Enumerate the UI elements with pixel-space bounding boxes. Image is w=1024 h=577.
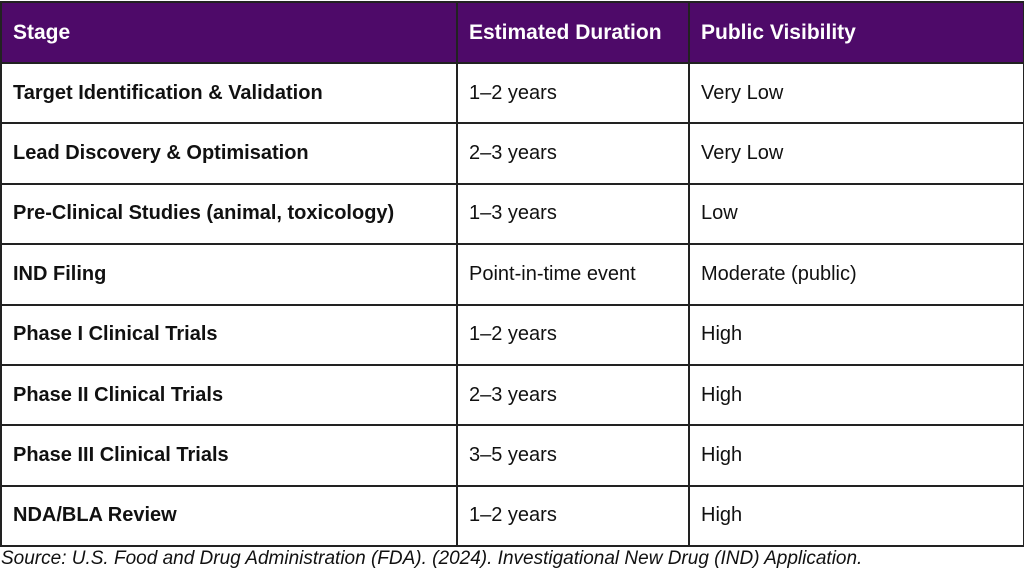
duration-cell: 2–3 years (456, 122, 690, 185)
visibility-cell: Moderate (public) (688, 243, 1024, 306)
table-row: Phase II Clinical Trials 2–3 years High (0, 363, 1024, 427)
table-body: Target Identification & Validation 1–2 y… (0, 61, 1024, 548)
duration-cell: 1–3 years (456, 182, 690, 246)
visibility-cell: Very Low (688, 122, 1024, 185)
duration-cell: 2–3 years (456, 363, 690, 427)
table-row: IND Filing Point-in-time event Moderate … (0, 243, 1024, 306)
table-row: Pre-Clinical Studies (animal, toxicology… (0, 182, 1024, 246)
drug-development-stages-table: Stage Estimated Duration Public Visibili… (0, 1, 1024, 548)
stage-cell: NDA/BLA Review (0, 484, 458, 548)
table-row: NDA/BLA Review 1–2 years High (0, 484, 1024, 548)
visibility-cell: High (688, 424, 1024, 487)
duration-cell: Point-in-time event (456, 243, 690, 306)
visibility-cell: High (688, 484, 1024, 548)
stage-cell: Target Identification & Validation (0, 61, 458, 125)
stage-cell: Phase II Clinical Trials (0, 363, 458, 427)
table-row: Target Identification & Validation 1–2 y… (0, 61, 1024, 125)
header-row: Stage Estimated Duration Public Visibili… (0, 1, 1024, 64)
table-row: Phase I Clinical Trials 1–2 years High (0, 303, 1024, 366)
duration-cell: 1–2 years (456, 484, 690, 548)
table-header: Stage Estimated Duration Public Visibili… (0, 1, 1024, 64)
header-stage: Stage (0, 1, 458, 64)
header-estimated-duration: Estimated Duration (456, 1, 690, 64)
stage-cell: IND Filing (0, 243, 458, 306)
visibility-cell: High (688, 303, 1024, 366)
stage-cell: Phase III Clinical Trials (0, 424, 458, 487)
duration-cell: 1–2 years (456, 61, 690, 125)
drug-development-table-container: Stage Estimated Duration Public Visibili… (0, 1, 1024, 548)
visibility-cell: Low (688, 182, 1024, 246)
stage-cell: Lead Discovery & Optimisation (0, 122, 458, 185)
stage-cell: Pre-Clinical Studies (animal, toxicology… (0, 182, 458, 246)
source-citation: Source: U.S. Food and Drug Administratio… (1, 548, 863, 569)
header-public-visibility: Public Visibility (688, 1, 1024, 64)
visibility-cell: High (688, 363, 1024, 427)
duration-cell: 1–2 years (456, 303, 690, 366)
table-row: Lead Discovery & Optimisation 2–3 years … (0, 122, 1024, 185)
visibility-cell: Very Low (688, 61, 1024, 125)
table-row: Phase III Clinical Trials 3–5 years High (0, 424, 1024, 487)
duration-cell: 3–5 years (456, 424, 690, 487)
stage-cell: Phase I Clinical Trials (0, 303, 458, 366)
